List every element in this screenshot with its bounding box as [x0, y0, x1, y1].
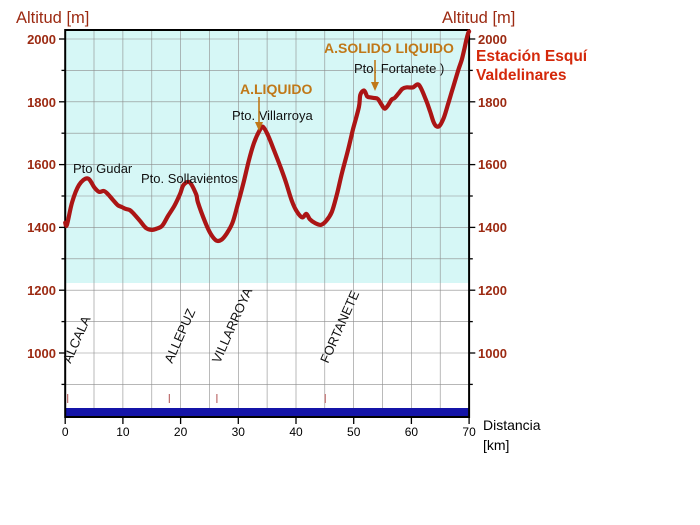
svg-text:50: 50	[347, 425, 361, 439]
svg-text:30: 30	[232, 425, 246, 439]
svg-text:1800: 1800	[478, 95, 507, 110]
svg-text:Pto. Sollavientos: Pto. Sollavientos	[141, 171, 238, 186]
svg-text:1000: 1000	[478, 346, 507, 361]
svg-text:1800: 1800	[27, 95, 56, 110]
svg-text:Pto. Fortanete ): Pto. Fortanete )	[354, 61, 444, 76]
svg-text:1400: 1400	[27, 220, 56, 235]
svg-text:[km]: [km]	[483, 437, 509, 453]
svg-text:Estación Esquí: Estación Esquí	[476, 48, 588, 65]
svg-text:60: 60	[405, 425, 419, 439]
svg-text:1200: 1200	[27, 283, 56, 298]
svg-text:70: 70	[462, 425, 476, 439]
svg-text:0: 0	[62, 425, 69, 439]
svg-text:20: 20	[174, 425, 188, 439]
svg-text:A.SOLIDO LIQUIDO: A.SOLIDO LIQUIDO	[324, 40, 454, 56]
svg-text:Distancia: Distancia	[483, 417, 541, 433]
svg-text:Valdelinares: Valdelinares	[476, 67, 566, 84]
svg-text:A.LIQUIDO: A.LIQUIDO	[240, 81, 312, 97]
svg-text:Altitud [m]: Altitud [m]	[16, 9, 89, 27]
svg-text:10: 10	[116, 425, 130, 439]
svg-text:2000: 2000	[27, 32, 56, 47]
svg-text:Altitud [m]: Altitud [m]	[442, 9, 515, 27]
svg-text:40: 40	[289, 425, 303, 439]
svg-text:1000: 1000	[27, 346, 56, 361]
svg-text:1600: 1600	[27, 157, 56, 172]
svg-text:Pto. Villarroya: Pto. Villarroya	[232, 108, 313, 123]
svg-text:1400: 1400	[478, 220, 507, 235]
svg-text:Pto Gudar: Pto Gudar	[73, 161, 133, 176]
svg-text:1600: 1600	[478, 157, 507, 172]
svg-text:2000: 2000	[478, 32, 507, 47]
svg-text:1200: 1200	[478, 283, 507, 298]
